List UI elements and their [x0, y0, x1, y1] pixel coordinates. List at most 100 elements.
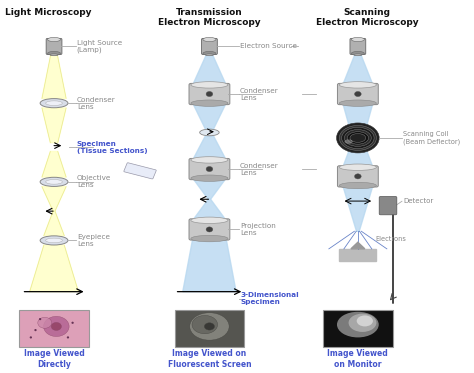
Ellipse shape	[348, 314, 376, 332]
Ellipse shape	[191, 235, 228, 242]
Ellipse shape	[46, 179, 63, 184]
Ellipse shape	[345, 129, 371, 146]
Ellipse shape	[203, 51, 216, 55]
Ellipse shape	[206, 91, 213, 97]
Ellipse shape	[206, 227, 213, 232]
Ellipse shape	[203, 37, 216, 41]
Polygon shape	[193, 54, 226, 85]
Polygon shape	[343, 103, 373, 124]
Text: Projection
Lens: Projection Lens	[240, 223, 276, 236]
Text: Image Viewed
Directly: Image Viewed Directly	[24, 349, 84, 369]
Ellipse shape	[44, 316, 69, 336]
Text: Light Microscopy: Light Microscopy	[5, 8, 92, 17]
Ellipse shape	[339, 164, 376, 170]
Ellipse shape	[40, 236, 68, 245]
Polygon shape	[44, 211, 64, 236]
Ellipse shape	[350, 134, 366, 142]
FancyBboxPatch shape	[337, 84, 378, 105]
Polygon shape	[42, 108, 66, 143]
Ellipse shape	[51, 322, 62, 330]
Ellipse shape	[337, 123, 379, 153]
Text: Condenser
Lens: Condenser Lens	[240, 88, 279, 101]
FancyBboxPatch shape	[124, 163, 156, 179]
FancyBboxPatch shape	[189, 84, 230, 105]
Ellipse shape	[191, 217, 228, 223]
Ellipse shape	[34, 329, 36, 331]
Ellipse shape	[339, 82, 376, 88]
Text: Electron Source: Electron Source	[240, 43, 297, 50]
Polygon shape	[193, 199, 226, 220]
Ellipse shape	[204, 323, 215, 330]
Text: Scanning
Electron Microscopy: Scanning Electron Microscopy	[316, 8, 419, 27]
Ellipse shape	[206, 54, 213, 56]
Text: Light Source
(Lamp): Light Source (Lamp)	[77, 40, 122, 53]
Polygon shape	[193, 103, 226, 129]
FancyBboxPatch shape	[201, 38, 217, 54]
Ellipse shape	[337, 312, 379, 338]
Ellipse shape	[40, 177, 68, 186]
Ellipse shape	[339, 100, 376, 106]
Bar	[323, 310, 392, 347]
Ellipse shape	[38, 317, 52, 328]
Ellipse shape	[357, 316, 373, 326]
Ellipse shape	[355, 91, 361, 97]
Ellipse shape	[46, 101, 63, 106]
Bar	[174, 310, 244, 347]
Ellipse shape	[191, 175, 228, 181]
Text: Specimen
(Tissue Sections): Specimen (Tissue Sections)	[77, 141, 147, 154]
Polygon shape	[193, 178, 226, 199]
Text: Detector: Detector	[403, 198, 434, 204]
FancyBboxPatch shape	[350, 38, 366, 54]
Text: Electrons: Electrons	[375, 236, 406, 242]
Text: Transmission
Electron Microscopy: Transmission Electron Microscopy	[158, 8, 261, 27]
Polygon shape	[339, 249, 376, 261]
Polygon shape	[42, 151, 66, 177]
Text: Eyepiece
Lens: Eyepiece Lens	[77, 234, 110, 247]
Ellipse shape	[354, 54, 362, 56]
Ellipse shape	[191, 157, 228, 163]
Ellipse shape	[206, 166, 213, 172]
Text: Condenser
Lens: Condenser Lens	[240, 163, 279, 176]
Ellipse shape	[342, 127, 374, 148]
Text: Condenser
Lens: Condenser Lens	[77, 97, 116, 110]
Ellipse shape	[351, 37, 365, 41]
Polygon shape	[30, 245, 78, 292]
Ellipse shape	[50, 54, 58, 56]
Ellipse shape	[339, 125, 376, 150]
Polygon shape	[343, 152, 373, 167]
FancyBboxPatch shape	[46, 38, 62, 54]
Ellipse shape	[347, 132, 368, 144]
Polygon shape	[343, 185, 373, 231]
Ellipse shape	[190, 313, 229, 340]
Text: Scanning Coil
(Beam Deflector): Scanning Coil (Beam Deflector)	[403, 131, 461, 145]
Ellipse shape	[200, 129, 219, 136]
FancyBboxPatch shape	[379, 197, 397, 215]
Bar	[19, 310, 89, 347]
FancyBboxPatch shape	[337, 166, 378, 187]
Polygon shape	[343, 54, 373, 85]
Ellipse shape	[30, 336, 32, 339]
Ellipse shape	[351, 51, 365, 55]
Text: Objective
Lens: Objective Lens	[77, 175, 111, 188]
Text: Image Viewed on
Fluorescent Screen: Image Viewed on Fluorescent Screen	[168, 349, 251, 369]
Ellipse shape	[355, 174, 361, 179]
Ellipse shape	[72, 322, 74, 324]
Polygon shape	[193, 136, 226, 160]
Ellipse shape	[191, 82, 228, 88]
Ellipse shape	[39, 318, 41, 320]
Ellipse shape	[192, 316, 218, 334]
Ellipse shape	[339, 182, 376, 189]
FancyBboxPatch shape	[189, 219, 230, 240]
Ellipse shape	[47, 51, 61, 55]
Polygon shape	[42, 54, 66, 98]
Ellipse shape	[46, 238, 63, 243]
Ellipse shape	[47, 37, 61, 41]
Polygon shape	[183, 239, 236, 292]
Ellipse shape	[40, 98, 68, 108]
Text: 3-Dimensional
Specimen: 3-Dimensional Specimen	[240, 292, 299, 305]
Text: Image Viewed
on Monitor: Image Viewed on Monitor	[328, 349, 388, 369]
Ellipse shape	[345, 140, 353, 144]
Ellipse shape	[191, 100, 228, 106]
Ellipse shape	[67, 336, 69, 339]
Polygon shape	[42, 186, 66, 211]
